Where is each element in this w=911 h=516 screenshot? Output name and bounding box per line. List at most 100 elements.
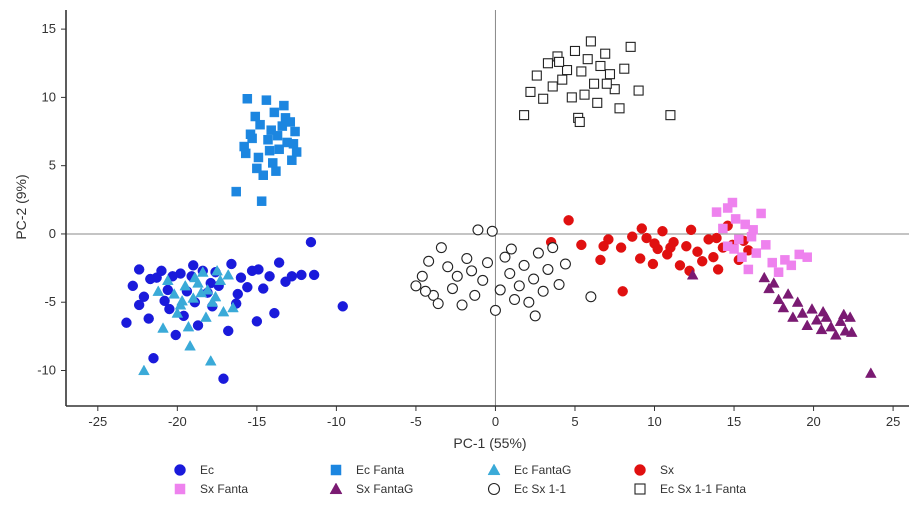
data-point [423,255,435,267]
data-point [547,81,558,92]
data-point [263,134,273,145]
data-point [722,203,733,213]
data-point [633,85,644,96]
data-point [189,271,201,283]
data-point [692,246,703,257]
data-point [740,219,750,230]
data-point [523,296,535,308]
data-point [519,110,530,121]
data-point [274,144,284,155]
data-point [665,110,676,121]
data-point [542,58,553,69]
data-point [162,284,173,296]
y-tick-label: -5 [44,294,56,309]
legend-marker [174,464,186,476]
data-point [253,264,264,275]
data-point [729,244,739,254]
data-point [481,257,493,269]
data-point [845,326,858,337]
data-point [286,271,298,282]
data-point [674,260,686,271]
data-point [619,63,630,74]
legend-label: Sx Fanta [200,482,248,496]
legend-marker [487,482,501,496]
data-point [579,89,590,100]
data-point [595,254,606,266]
data-point [218,373,229,384]
data-point [525,86,536,97]
data-point [615,242,627,253]
data-point [486,225,498,237]
data-point [145,273,156,285]
data-point [258,283,269,294]
data-point [266,125,276,135]
data-point [585,36,596,47]
data-point [627,231,638,242]
data-point [242,282,253,293]
data-point [600,48,611,59]
data-point [604,69,616,80]
data-point [837,308,850,320]
legend-label: Ec Sx 1-1 [514,482,566,496]
data-point [280,113,291,123]
x-tick-label: 10 [647,414,661,429]
data-point [574,116,585,128]
data-point [226,258,237,270]
data-point [477,274,489,286]
legend-label: Sx FantaG [356,482,413,496]
data-point [711,232,722,244]
series-ec-fanta [231,94,302,206]
data-point [825,320,837,332]
data-point [810,314,823,325]
legend-item-ec-sx-1-1: Ec Sx 1-1 [487,482,566,496]
data-point [553,278,565,290]
data-point [232,288,243,300]
series-sx-fantag [686,268,877,378]
data-point [469,289,481,301]
data-point [192,320,204,331]
data-point [509,293,521,305]
axes [65,10,909,407]
data-point [264,271,275,282]
data-point [598,241,609,252]
data-point [214,274,227,285]
x-tick-label: 15 [727,414,741,429]
data-point [179,279,192,291]
data-point [253,152,264,163]
data-point [782,288,794,299]
data-point [529,310,541,322]
legend: Ec Ec Fanta Ec FantaG Sx Sx Fanta Sx FantaG Ec… [174,463,746,496]
data-point [834,315,847,326]
data-point [772,293,785,305]
data-point [161,274,174,285]
data-point [247,133,257,144]
x-tick-label: 5 [571,414,578,429]
data-point [461,253,473,265]
data-point [148,353,159,364]
data-point [767,277,780,288]
data-point [272,130,283,141]
data-point [256,196,267,206]
data-point [432,298,444,310]
data-point [442,261,454,273]
data-point [211,264,223,276]
data-point [657,226,668,237]
data-point [217,305,230,317]
data-point [542,263,554,275]
data-point [582,54,593,65]
series-ec-sx-1-1-fanta [519,36,676,128]
x-axis-title: PC-1 (55%) [453,435,526,451]
x-tick-label: -20 [168,414,187,429]
data-point [223,325,234,337]
data-point [235,272,247,283]
data-point [697,256,708,267]
data-point [751,248,762,258]
data-point [641,232,652,244]
data-point [499,251,511,263]
data-point [184,340,196,351]
legend-label: Ec Fanta [356,463,404,477]
y-tick-label: -10 [37,362,56,377]
data-point [681,241,692,252]
data-point [269,307,280,319]
